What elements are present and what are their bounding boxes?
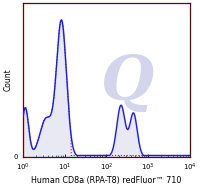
Text: Q: Q	[101, 53, 155, 113]
X-axis label: Human CD8a (RPA-T8) redFluor™ 710: Human CD8a (RPA-T8) redFluor™ 710	[31, 176, 182, 185]
Y-axis label: Count: Count	[3, 69, 12, 91]
